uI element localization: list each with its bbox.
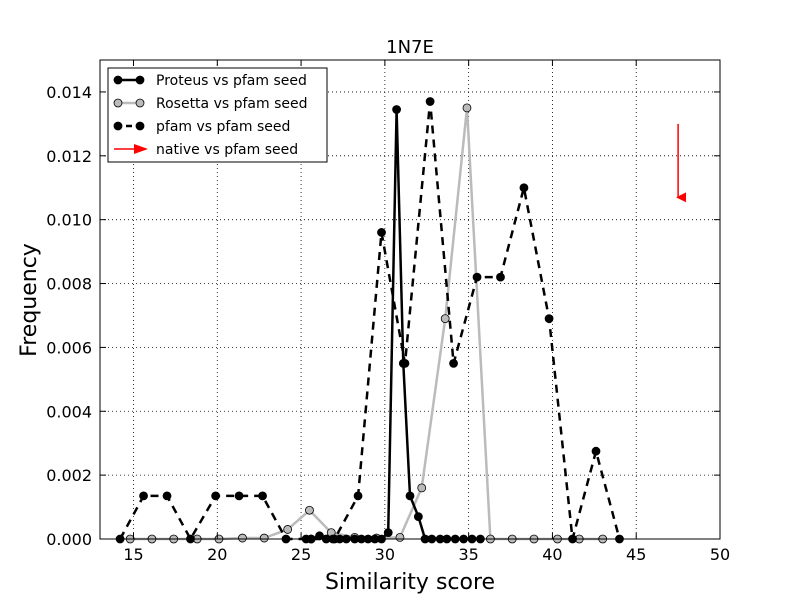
legend-label: Rosetta vs pfam seed xyxy=(156,96,308,112)
legend-marker xyxy=(135,121,145,131)
plot-frame xyxy=(99,59,721,540)
data-point xyxy=(139,491,148,501)
x-tick-label: 50 xyxy=(710,545,730,564)
data-point xyxy=(395,533,405,542)
legend-marker xyxy=(113,98,123,108)
ticks: 15 20 25 30 35 40 45 50 0.000 0.002 0.004 0.006 0.00… xyxy=(46,60,730,564)
legend: Proteus vs pfam seed Rosetta vs pfam seed… xyxy=(107,67,328,163)
data-point xyxy=(405,491,415,501)
data-point xyxy=(425,97,435,106)
data-point xyxy=(377,228,386,237)
data-point xyxy=(259,533,269,543)
x-tick-label: 30 xyxy=(375,545,395,564)
y-tick-label: 0.002 xyxy=(46,466,92,485)
series-line xyxy=(119,100,621,541)
y-tick-label: 0.008 xyxy=(46,275,92,294)
x-tick-label: 25 xyxy=(291,545,311,564)
y-axis-label: Frequency xyxy=(17,243,42,357)
x-tick-label: 40 xyxy=(542,545,562,564)
y-tick-label: 0.000 xyxy=(46,530,92,549)
data-point xyxy=(162,491,172,501)
x-tick-label: 45 xyxy=(626,545,646,564)
data-point xyxy=(258,491,267,501)
data-point xyxy=(392,105,401,114)
chart-title: 1N7E xyxy=(386,37,434,58)
data-point xyxy=(413,512,423,522)
legend-label: Proteus vs pfam seed xyxy=(156,73,307,89)
data-point xyxy=(449,358,458,368)
x-tick-label: 35 xyxy=(458,545,478,564)
x-axis-label: Similarity score xyxy=(325,570,495,595)
legend-label: pfam vs pfam seed xyxy=(156,119,290,135)
data-point xyxy=(238,533,247,543)
x-tick-label: 20 xyxy=(207,545,227,564)
x-tick-label: 15 xyxy=(123,545,143,564)
data-point xyxy=(305,505,314,515)
y-tick-label: 0.012 xyxy=(46,147,92,166)
legend-label: native vs pfam seed xyxy=(156,142,298,158)
y-tick-label: 0.004 xyxy=(46,402,92,421)
legend-marker xyxy=(135,75,145,85)
data-point xyxy=(462,103,472,113)
data-point xyxy=(472,272,482,282)
data-point xyxy=(383,528,393,538)
legend-marker xyxy=(113,75,123,85)
legend-marker xyxy=(135,98,145,108)
data-point xyxy=(417,483,427,493)
data-point xyxy=(591,446,601,456)
data-point xyxy=(283,525,293,534)
series-2 xyxy=(115,97,624,544)
data-point xyxy=(496,272,505,282)
data-point xyxy=(519,183,529,193)
y-tick-label: 0.014 xyxy=(46,83,92,102)
data-point xyxy=(211,491,221,501)
grid xyxy=(100,60,720,539)
data-point xyxy=(440,314,450,324)
y-tick-label: 0.006 xyxy=(46,338,92,357)
data-point xyxy=(544,314,554,324)
data-point xyxy=(234,491,244,501)
y-tick-label: 0.010 xyxy=(46,211,92,230)
data-point xyxy=(353,491,363,501)
legend-marker xyxy=(113,121,123,131)
data-point xyxy=(398,358,408,368)
